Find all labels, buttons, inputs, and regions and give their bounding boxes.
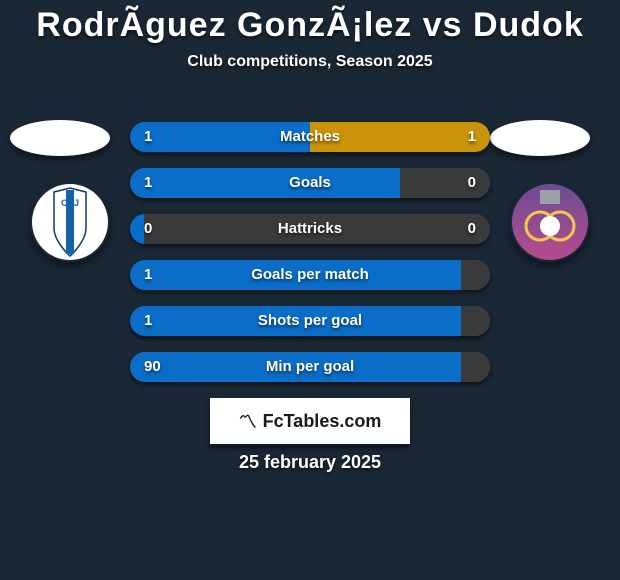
stat-label: Shots per goal (130, 306, 490, 336)
player-ellipse-left (10, 120, 110, 156)
stat-value-left: 1 (144, 122, 152, 152)
stat-value-right: 1 (468, 122, 476, 152)
date-text: 25 february 2025 (0, 452, 620, 473)
stat-value-left: 90 (144, 352, 161, 382)
brand-box: 〽 FcTables.com (210, 398, 410, 444)
stat-value-left: 1 (144, 260, 152, 290)
club-right-svg: DSC (510, 182, 590, 262)
stat-value-right: 0 (468, 214, 476, 244)
brand-text: FcTables.com (263, 411, 382, 432)
stat-value-left: 1 (144, 168, 152, 198)
comparison-infographic: RodrÃ­guez GonzÃ¡lez vs Dudok Club compe… (0, 0, 620, 580)
club-right-text: DSC (542, 222, 559, 231)
stat-label: Goals (130, 168, 490, 198)
stat-label: Min per goal (130, 352, 490, 382)
stat-label: Goals per match (130, 260, 490, 290)
subtitle: Club competitions, Season 2025 (0, 53, 620, 71)
stat-row: Min per goal90 (130, 352, 490, 382)
stat-value-right: 0 (468, 168, 476, 198)
stat-row: Matches1 1 (130, 122, 490, 152)
brand-icon: 〽 (239, 408, 257, 434)
page-title: RodrÃ­guez GonzÃ¡lez vs Dudok (0, 0, 620, 45)
stat-row: Goals per match1 (130, 260, 490, 290)
player-ellipse-right (490, 120, 590, 156)
stat-label: Hattricks (130, 214, 490, 244)
club-left-text: CAJ (61, 198, 79, 208)
club-left-svg: CAJ (30, 182, 110, 262)
stats-bars: Matches11Goals10Hattricks00Goals per mat… (130, 122, 490, 398)
club-badge-right: DSC (510, 182, 590, 262)
stat-row: Shots per goal1 (130, 306, 490, 336)
stat-row: Hattricks0 0 (130, 214, 490, 244)
stat-value-left: 1 (144, 306, 152, 336)
stat-row: Goals1 0 (130, 168, 490, 198)
stat-value-left: 0 (144, 214, 152, 244)
club-badge-left: CAJ (30, 182, 110, 262)
stat-label: Matches (130, 122, 490, 152)
